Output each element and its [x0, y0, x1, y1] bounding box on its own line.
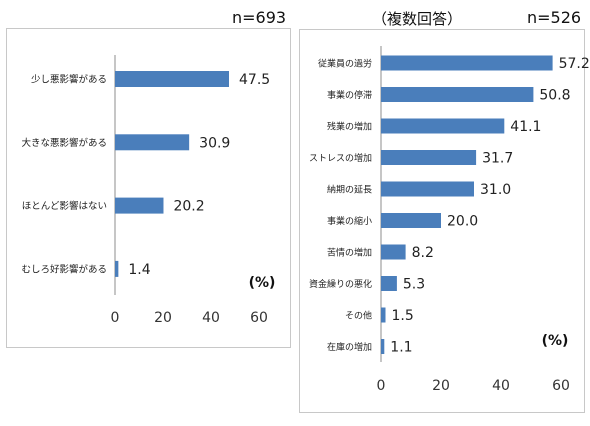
right-category-label: その他: [345, 310, 372, 322]
right-bar: [381, 118, 505, 134]
right-x-tick-label: 40: [492, 378, 510, 394]
right-category-label: 事業の停滞: [327, 89, 372, 101]
right-bar: [381, 213, 441, 228]
right-bar: [381, 339, 385, 354]
left-x-tick-label: 0: [111, 310, 120, 326]
right-value-label: 20.0: [447, 214, 478, 230]
right-bar: [381, 87, 534, 102]
right-category-label: 資金繰りの悪化: [309, 278, 372, 290]
right-category-label: 従業員の過労: [318, 58, 372, 70]
right-bar: [381, 150, 477, 165]
right-value-label: 50.8: [539, 88, 570, 104]
right-bar: [381, 276, 397, 291]
right-value-label: 8.2: [412, 245, 434, 261]
left-bar: [115, 197, 164, 214]
left-category-label: ほとんど影響はない: [22, 200, 107, 212]
left-x-tick-label: 40: [202, 310, 220, 326]
right-category-label: 納期の延長: [327, 184, 372, 196]
right-value-label: 31.7: [482, 151, 513, 167]
left-bar: [115, 71, 229, 87]
left-value-label: 20.2: [173, 199, 204, 215]
right-bar: [381, 181, 474, 197]
right-bar: [381, 55, 553, 71]
left-category-label: 少し悪影響がある: [31, 74, 107, 86]
right-category-label: 残業の増加: [327, 121, 372, 133]
left-chart-n-count: n=693: [232, 8, 287, 27]
left-category-label: むしろ好影響がある: [21, 263, 107, 275]
right-chart-subtitle: （複数回答）: [372, 10, 463, 28]
right-value-label: 5.3: [403, 277, 425, 293]
right-category-label: 苦情の増加: [327, 247, 372, 259]
right-chart-n-count: n=526: [527, 8, 582, 27]
left-x-tick-label: 20: [154, 310, 172, 326]
right-unit-label: (%): [542, 333, 569, 349]
left-value-label: 30.9: [199, 135, 230, 151]
right-value-label: 1.1: [390, 340, 412, 356]
right-x-tick-label: 0: [377, 378, 386, 394]
left-value-label: 47.5: [239, 72, 270, 88]
right-x-tick-label: 60: [552, 378, 570, 394]
left-category-label: 大きな悪影響がある: [21, 137, 107, 149]
left-x-tick-label: 60: [250, 310, 268, 326]
right-value-label: 1.5: [392, 308, 414, 324]
left-value-label: 1.4: [128, 262, 150, 278]
right-category-label: 在庫の増加: [327, 341, 372, 353]
right-category-label: 事業の縮小: [327, 215, 372, 227]
right-value-label: 57.2: [559, 56, 590, 72]
right-value-label: 41.1: [510, 119, 541, 135]
right-bar: [381, 244, 406, 260]
left-unit-label: (%): [249, 275, 276, 291]
right-bar: [381, 307, 386, 323]
right-category-label: ストレスの増加: [309, 152, 372, 164]
right-x-tick-label: 20: [432, 378, 450, 394]
right-value-label: 31.0: [480, 182, 511, 198]
left-bar: [115, 260, 119, 277]
left-bar: [115, 134, 190, 151]
